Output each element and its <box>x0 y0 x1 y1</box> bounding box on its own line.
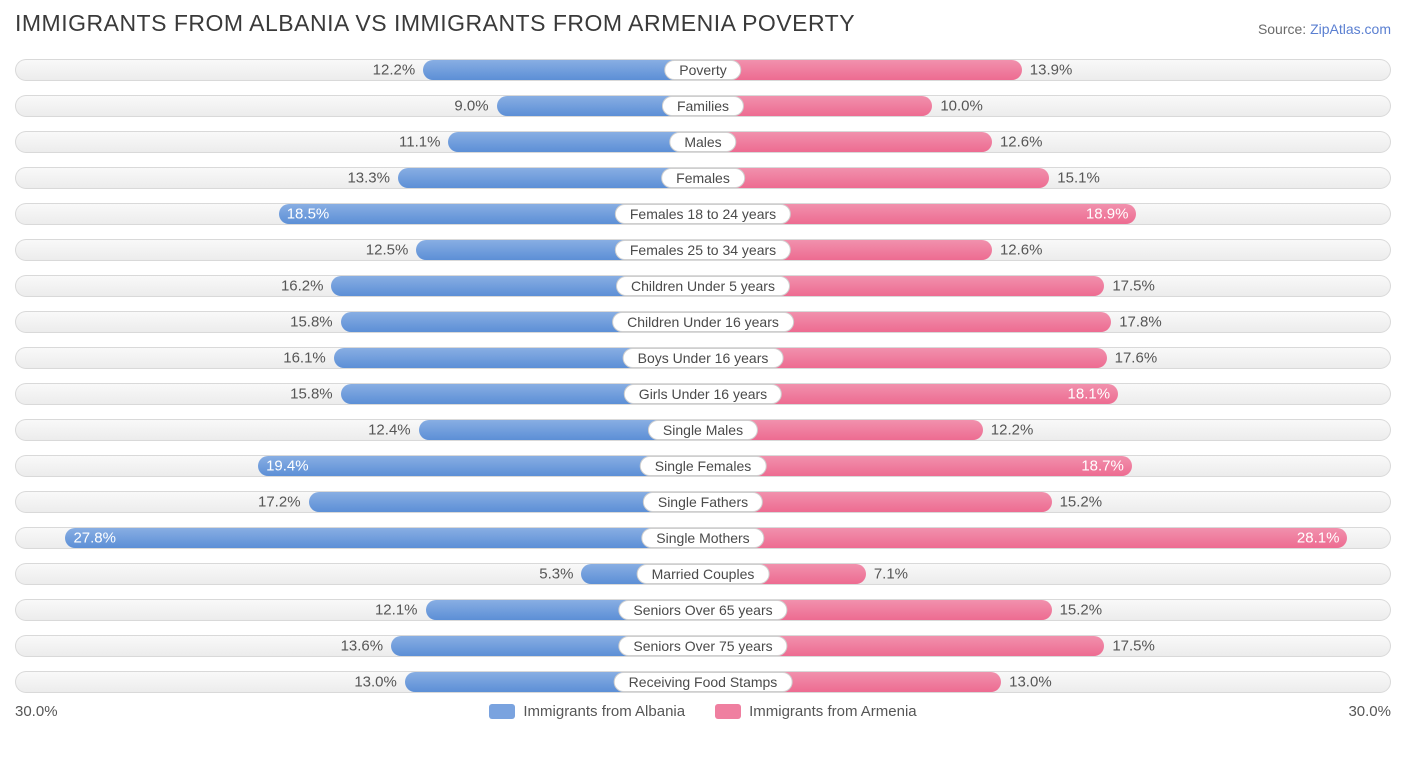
value-right: 17.5% <box>1112 278 1155 295</box>
bar-left <box>423 60 703 80</box>
value-right: 13.9% <box>1030 62 1073 79</box>
value-left: 13.0% <box>354 674 397 691</box>
bar-left <box>448 132 703 152</box>
value-right: 17.6% <box>1115 350 1158 367</box>
value-left: 15.8% <box>290 386 333 403</box>
chart-row: 27.8% 28.1% Single Mothers <box>15 523 1391 553</box>
value-left: 15.8% <box>290 314 333 331</box>
chart-row: 9.0% 10.0% Families <box>15 91 1391 121</box>
value-left: 13.6% <box>341 638 384 655</box>
value-left: 12.5% <box>366 242 409 259</box>
source-link[interactable]: ZipAtlas.com <box>1310 21 1391 37</box>
category-label: Families <box>662 96 744 116</box>
legend-swatch-icon <box>489 704 515 719</box>
category-label: Single Fathers <box>643 492 763 512</box>
value-right: 18.1% <box>1068 386 1111 403</box>
bar-left <box>258 456 703 476</box>
category-label: Children Under 5 years <box>616 276 790 296</box>
chart-row: 12.4% 12.2% Single Males <box>15 415 1391 445</box>
category-label: Single Females <box>640 456 767 476</box>
bar-right <box>703 60 1022 80</box>
chart-row: 12.2% 13.9% Poverty <box>15 55 1391 85</box>
category-label: Children Under 16 years <box>612 312 794 332</box>
diverging-bar-chart: 12.2%13.9%Poverty9.0%10.0%Families11.1%1… <box>15 55 1391 697</box>
chart-row: 5.3% 7.1% Married Couples <box>15 559 1391 589</box>
chart-row: 12.1% 15.2% Seniors Over 65 years <box>15 595 1391 625</box>
chart-title: IMMIGRANTS FROM ALBANIA VS IMMIGRANTS FR… <box>15 10 855 37</box>
value-right: 13.0% <box>1009 674 1052 691</box>
value-left: 11.1% <box>399 134 440 151</box>
chart-header: IMMIGRANTS FROM ALBANIA VS IMMIGRANTS FR… <box>15 10 1391 37</box>
value-left: 12.4% <box>368 422 411 439</box>
bar-right <box>703 168 1049 188</box>
category-label: Single Males <box>648 420 758 440</box>
source-prefix: Source: <box>1258 21 1310 37</box>
axis-max-left: 30.0% <box>15 703 95 720</box>
category-label: Married Couples <box>637 564 770 584</box>
value-right: 7.1% <box>874 566 908 583</box>
category-label: Females 25 to 34 years <box>615 240 791 260</box>
category-label: Poverty <box>664 60 741 80</box>
category-label: Boys Under 16 years <box>623 348 784 368</box>
value-right: 12.6% <box>1000 242 1043 259</box>
value-right: 15.1% <box>1057 170 1100 187</box>
value-right: 18.9% <box>1086 206 1129 223</box>
value-left: 9.0% <box>454 98 488 115</box>
value-right: 17.5% <box>1112 638 1155 655</box>
category-label: Receiving Food Stamps <box>614 672 793 692</box>
legend-swatch-icon <box>715 704 741 719</box>
bar-right <box>703 132 992 152</box>
value-right: 15.2% <box>1060 494 1103 511</box>
chart-row: 13.0% 13.0% Receiving Food Stamps <box>15 667 1391 697</box>
bar-right <box>703 456 1132 476</box>
category-label: Males <box>669 132 736 152</box>
chart-row: 13.6% 17.5% Seniors Over 75 years <box>15 631 1391 661</box>
chart-row: 16.2% 17.5% Children Under 5 years <box>15 271 1391 301</box>
value-right: 10.0% <box>940 98 983 115</box>
legend: Immigrants from Albania Immigrants from … <box>489 703 916 720</box>
chart-row: 12.5% 12.6% Females 25 to 34 years <box>15 235 1391 265</box>
category-label: Girls Under 16 years <box>624 384 782 404</box>
value-left: 12.1% <box>375 602 418 619</box>
bar-left <box>65 528 703 548</box>
value-left: 18.5% <box>287 206 330 223</box>
category-label: Single Mothers <box>641 528 764 548</box>
value-left: 16.1% <box>283 350 326 367</box>
category-label: Females <box>661 168 745 188</box>
category-label: Seniors Over 75 years <box>618 636 787 656</box>
legend-item-right: Immigrants from Armenia <box>715 703 917 720</box>
chart-row: 19.4% 18.7% Single Females <box>15 451 1391 481</box>
value-left: 13.3% <box>347 170 390 187</box>
value-right: 12.6% <box>1000 134 1043 151</box>
value-left: 5.3% <box>539 566 573 583</box>
legend-item-left: Immigrants from Albania <box>489 703 685 720</box>
category-label: Females 18 to 24 years <box>615 204 791 224</box>
value-left: 27.8% <box>73 530 116 547</box>
value-left: 16.2% <box>281 278 324 295</box>
chart-row: 15.8% 18.1% Girls Under 16 years <box>15 379 1391 409</box>
value-left: 17.2% <box>258 494 301 511</box>
axis-max-right: 30.0% <box>1311 703 1391 720</box>
value-left: 19.4% <box>266 458 309 475</box>
value-right: 28.1% <box>1297 530 1340 547</box>
value-right: 17.8% <box>1119 314 1162 331</box>
chart-row: 13.3% 15.1% Females <box>15 163 1391 193</box>
legend-label-left: Immigrants from Albania <box>523 703 685 720</box>
value-right: 12.2% <box>991 422 1034 439</box>
value-right: 18.7% <box>1081 458 1124 475</box>
chart-row: 15.8% 17.8% Children Under 16 years <box>15 307 1391 337</box>
value-right: 15.2% <box>1060 602 1103 619</box>
value-left: 12.2% <box>373 62 416 79</box>
chart-row: 17.2% 15.2% Single Fathers <box>15 487 1391 517</box>
chart-row: 11.1% 12.6% Males <box>15 127 1391 157</box>
bar-left <box>398 168 703 188</box>
bar-right <box>703 528 1347 548</box>
chart-row: 18.5% 18.9% Females 18 to 24 years <box>15 199 1391 229</box>
chart-footer: 30.0% Immigrants from Albania Immigrants… <box>15 703 1391 720</box>
chart-row: 16.1% 17.6% Boys Under 16 years <box>15 343 1391 373</box>
source-attribution: Source: ZipAtlas.com <box>1258 21 1391 37</box>
category-label: Seniors Over 65 years <box>618 600 787 620</box>
legend-label-right: Immigrants from Armenia <box>749 703 917 720</box>
